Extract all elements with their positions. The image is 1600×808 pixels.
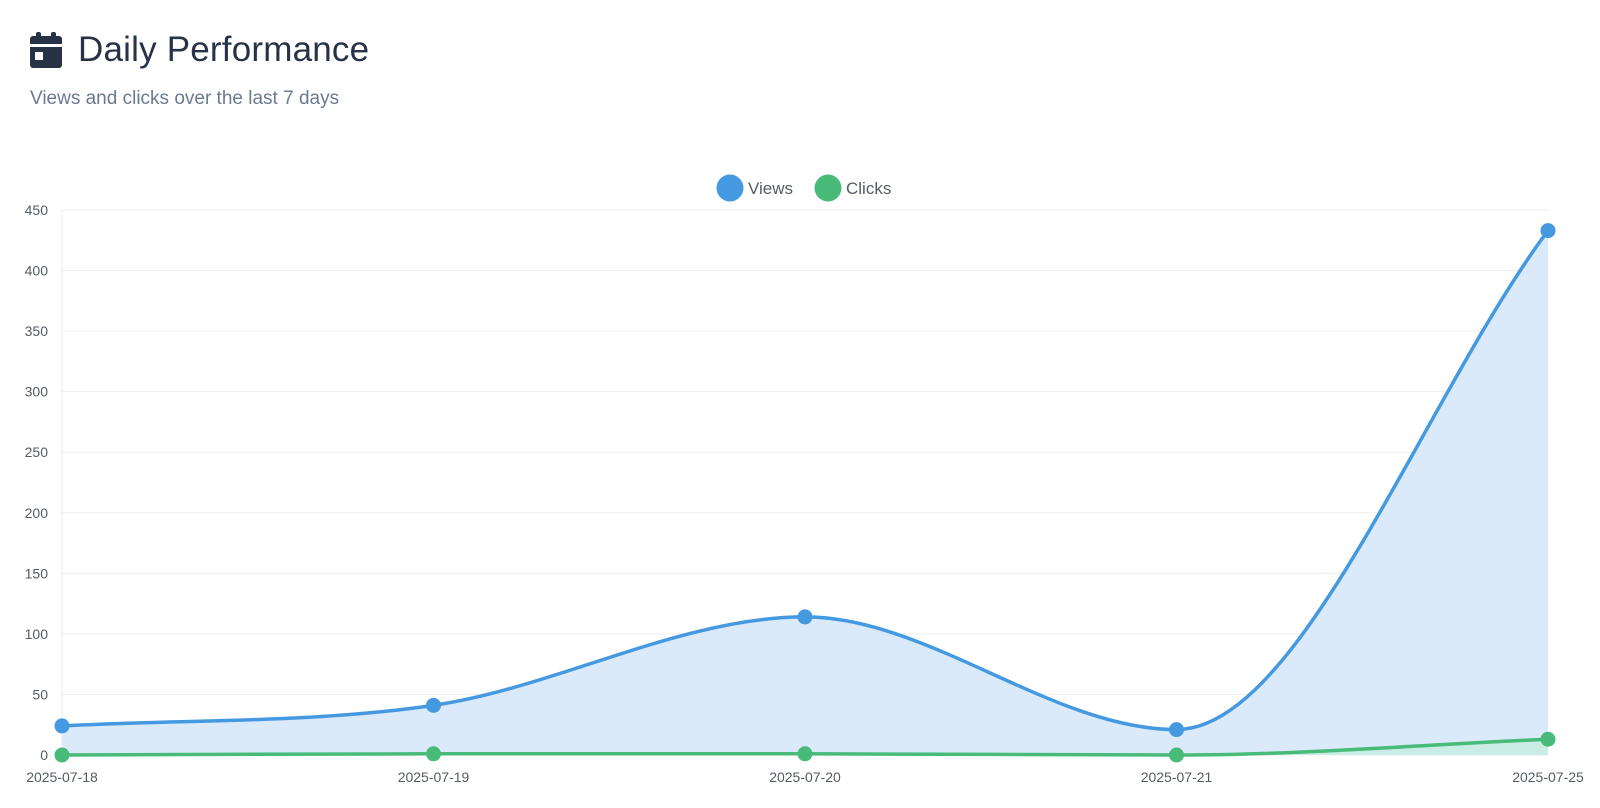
x-tick-label: 2025-07-19: [398, 769, 470, 785]
legend-label-clicks[interactable]: Clicks: [846, 179, 891, 198]
y-tick-label: 100: [25, 626, 49, 642]
data-point-clicks[interactable]: [426, 746, 441, 762]
data-point-clicks[interactable]: [1169, 747, 1184, 763]
y-tick-label: 250: [25, 444, 49, 460]
legend-label-views[interactable]: Views: [748, 179, 793, 198]
data-point-views[interactable]: [1169, 722, 1184, 738]
x-tick-label: 2025-07-25: [1512, 769, 1584, 785]
data-point-views[interactable]: [426, 697, 441, 713]
y-tick-label: 350: [25, 323, 49, 339]
series-areas: [62, 230, 1548, 756]
x-tick-label: 2025-07-21: [1141, 769, 1213, 785]
legend: Views Clicks: [716, 174, 891, 202]
x-tick-label: 2025-07-18: [26, 769, 98, 785]
y-tick-label: 200: [25, 505, 49, 521]
y-tick-label: 300: [25, 384, 49, 400]
data-point-clicks[interactable]: [797, 746, 813, 762]
data-point-clicks[interactable]: [1540, 731, 1556, 747]
y-tick-label: 50: [32, 686, 48, 702]
tick-labels: 0 50 100 150 200 250 300 350 400 450 2025-07-18 202…: [25, 202, 1584, 785]
chart-header: Daily Performance Views and clicks over …: [30, 30, 369, 110]
y-tick-label: 400: [25, 263, 49, 279]
legend-swatch-clicks[interactable]: [814, 174, 842, 202]
page-subtitle: Views and clicks over the last 7 days: [30, 88, 340, 109]
x-tick-label: 2025-07-20: [769, 769, 841, 785]
data-point-views[interactable]: [797, 609, 813, 625]
grid-lines: [62, 209, 1548, 756]
legend-swatch-views[interactable]: [716, 174, 744, 202]
data-point-views[interactable]: [1540, 223, 1556, 239]
series-line-views: [61, 229, 1550, 732]
data-point-clicks[interactable]: [54, 747, 70, 763]
y-tick-label: 150: [25, 565, 49, 581]
data-point-views[interactable]: [54, 718, 70, 734]
page-title: Daily Performance: [78, 30, 370, 69]
y-tick-label: 450: [25, 202, 49, 218]
y-tick-label: 0: [40, 747, 48, 763]
calendar-icon: [30, 32, 62, 68]
series-points: [54, 223, 1556, 763]
series-area-views: [62, 230, 1548, 756]
series-area-clicks: [62, 739, 1548, 755]
title-row: Daily Performance: [30, 30, 369, 70]
